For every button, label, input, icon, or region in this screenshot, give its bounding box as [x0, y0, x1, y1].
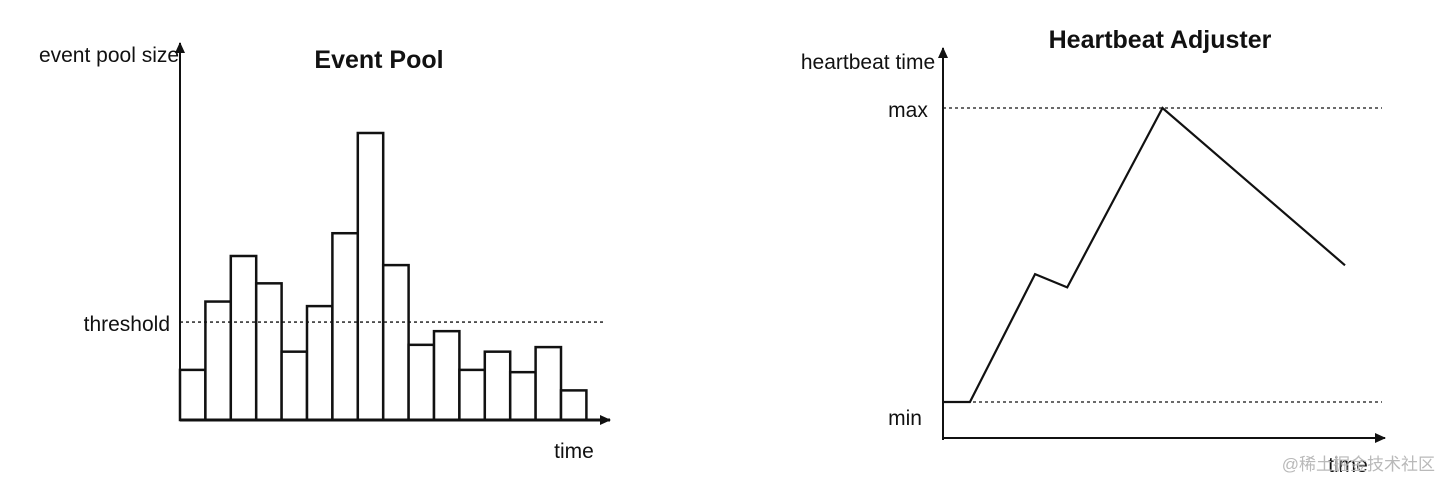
bar — [508, 370, 537, 422]
bar — [280, 350, 309, 422]
y-axis-label: heartbeat time — [801, 51, 935, 74]
bar — [432, 329, 461, 422]
y-axis-label: event pool size — [39, 44, 179, 67]
bar — [483, 350, 512, 422]
heartbeat-adjuster-chart: Heartbeat Adjuster heartbeat time time m… — [801, 26, 1386, 477]
bar — [381, 263, 410, 422]
bar — [407, 343, 436, 422]
chart-title: Event Pool — [314, 46, 443, 74]
bar — [204, 300, 233, 422]
heartbeat-line — [943, 106, 1346, 404]
threshold-label: threshold — [84, 313, 170, 336]
bar — [458, 368, 487, 422]
bar — [534, 345, 563, 422]
bar — [356, 131, 385, 422]
bar — [331, 231, 360, 422]
bar-series — [178, 131, 588, 422]
bar — [229, 254, 258, 422]
bar — [559, 389, 588, 422]
bar — [305, 304, 334, 422]
event-pool-chart: Event Pool event pool size time threshol… — [39, 42, 611, 463]
x-axis-label: time — [554, 440, 594, 463]
watermark: @稀土掘金技术社区 — [1282, 455, 1435, 474]
x-axis-label: time — [1328, 454, 1368, 477]
bar — [254, 282, 283, 422]
min-label: min — [888, 407, 922, 430]
max-label: max — [888, 99, 928, 122]
chart-title: Heartbeat Adjuster — [1049, 26, 1272, 54]
bar — [178, 368, 207, 422]
